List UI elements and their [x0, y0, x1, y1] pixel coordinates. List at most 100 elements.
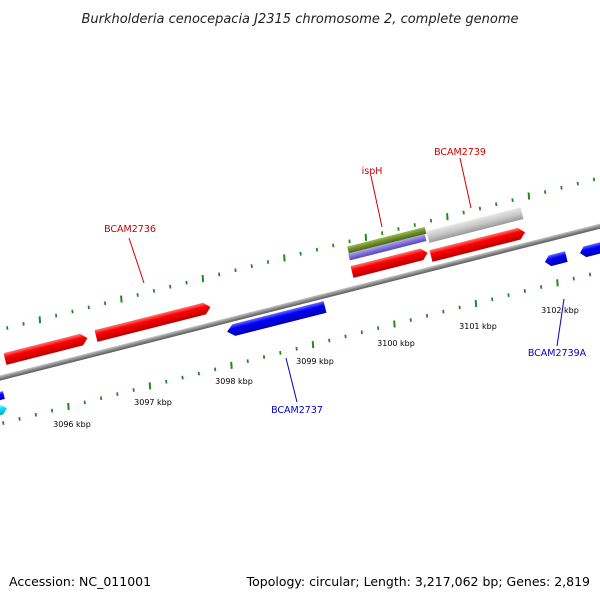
minor-tick-mark	[523, 289, 526, 293]
major-tick-mark	[527, 192, 531, 200]
kbp-label: 3097 kbp	[134, 398, 172, 407]
major-tick-mark	[38, 316, 42, 324]
minor-tick-mark	[6, 326, 9, 330]
leader-BCAM2737	[285, 357, 298, 403]
minor-tick-mark	[83, 400, 86, 405]
minor-tick-mark	[413, 223, 416, 227]
major-tick-mark	[283, 254, 286, 262]
upper-tick-track	[6, 177, 596, 330]
minor-tick-mark	[214, 367, 217, 372]
minor-tick-mark	[576, 181, 579, 186]
gene-BCAM2735-partial[interactable]	[3, 332, 89, 365]
minor-tick-mark	[397, 227, 400, 231]
gene-BCAM2739[interactable]	[429, 226, 527, 262]
minor-tick-mark	[250, 264, 253, 269]
minor-tick-mark	[262, 355, 266, 359]
minor-tick-mark	[592, 177, 596, 182]
major-tick-mark	[120, 295, 123, 303]
minor-tick-mark	[315, 247, 319, 252]
minor-tick-mark	[51, 408, 54, 413]
lower-tick-track	[2, 272, 592, 425]
gene-label-BCAM2737[interactable]: BCAM2737	[271, 405, 323, 416]
gene-label-ispH[interactable]: ispH	[362, 166, 383, 177]
minor-tick-mark	[478, 206, 482, 211]
minor-tick-mark	[18, 416, 21, 421]
major-tick-mark	[311, 341, 315, 349]
gene-label-BCAM2739[interactable]: BCAM2739	[434, 147, 486, 158]
minor-tick-mark	[425, 313, 429, 318]
minor-tick-mark	[381, 231, 384, 236]
minor-tick-mark	[544, 190, 547, 194]
minor-tick-mark	[495, 202, 498, 207]
minor-tick-mark	[328, 338, 331, 343]
map-title: Burkholderia cenocepacia J2315 chromosom…	[81, 12, 518, 27]
gene-BCAM2737[interactable]	[226, 301, 327, 337]
minor-tick-mark	[588, 272, 592, 277]
major-tick-mark	[446, 213, 449, 221]
minor-tick-mark	[136, 293, 139, 297]
minor-tick-mark	[360, 330, 363, 335]
minor-tick-mark	[99, 396, 103, 401]
gene-label-BCAM2736[interactable]: BCAM2736	[104, 224, 156, 235]
minor-tick-mark	[332, 243, 335, 248]
gene-ispH[interactable]	[350, 247, 430, 278]
minor-tick-mark	[429, 218, 433, 223]
minor-tick-mark	[266, 260, 270, 264]
blue-gene-right-icon[interactable]	[579, 240, 600, 258]
minor-tick-mark	[560, 185, 563, 190]
minor-tick-mark	[572, 276, 575, 281]
blue-gene-edge-icon[interactable]	[0, 391, 5, 405]
major-tick-mark	[474, 299, 478, 307]
minor-tick-mark	[540, 285, 543, 289]
feature-ispH-purple[interactable]	[348, 234, 427, 261]
backbone	[0, 221, 600, 383]
minor-tick-mark	[442, 309, 445, 314]
leader-ispH	[370, 175, 383, 228]
minor-tick-mark	[295, 346, 298, 351]
leader-BCAM2739A	[556, 298, 565, 347]
gene-label-BCAM2739A[interactable]: BCAM2739A	[528, 348, 587, 359]
minor-tick-mark	[458, 305, 461, 310]
minor-tick-mark	[279, 350, 282, 355]
minor-tick-mark	[181, 375, 184, 380]
minor-tick-mark	[197, 371, 200, 376]
minor-tick-mark	[165, 379, 168, 384]
genome-stats-text: Topology: circular; Length: 3,217,062 bp…	[246, 574, 590, 589]
kbp-label: 3101 kbp	[459, 322, 497, 331]
major-tick-mark	[148, 382, 152, 390]
minor-tick-mark	[87, 305, 90, 310]
minor-tick-mark	[71, 309, 74, 314]
minor-tick-mark	[34, 412, 37, 417]
kbp-label: 3098 kbp	[215, 377, 253, 386]
major-tick-mark	[201, 274, 205, 283]
minor-tick-mark	[185, 280, 188, 285]
minor-tick-mark	[507, 293, 510, 298]
gene-BCAM2736[interactable]	[94, 301, 212, 342]
minor-tick-mark	[234, 268, 237, 273]
minor-tick-mark	[22, 321, 25, 326]
accession-text: Accession: NC_011001	[9, 574, 151, 589]
minor-tick-mark	[218, 272, 221, 277]
minor-tick-mark	[377, 326, 380, 331]
minor-tick-mark	[55, 313, 58, 318]
minor-tick-mark	[246, 359, 249, 364]
leader-BCAM2739	[459, 157, 472, 209]
major-tick-mark	[393, 320, 396, 328]
minor-tick-mark	[491, 297, 494, 302]
leader-BCAM2736	[128, 237, 145, 284]
cyan-gene-icon[interactable]	[0, 403, 8, 420]
minor-tick-mark	[2, 421, 5, 425]
minor-tick-mark	[348, 239, 351, 244]
kbp-label: 3096 kbp	[53, 420, 91, 429]
minor-tick-mark	[152, 288, 156, 293]
gene-BCAM2739A[interactable]	[544, 251, 568, 267]
kbp-label: 3100 kbp	[377, 339, 415, 348]
minor-tick-mark	[299, 251, 302, 256]
minor-tick-mark	[132, 388, 135, 392]
feature-ispH-green[interactable]	[347, 226, 427, 254]
minor-tick-mark	[169, 284, 172, 289]
kbp-label: 3102 kbp	[541, 306, 579, 315]
major-tick-mark	[364, 233, 368, 241]
feature-BCAM2739-gray[interactable]	[426, 207, 524, 243]
